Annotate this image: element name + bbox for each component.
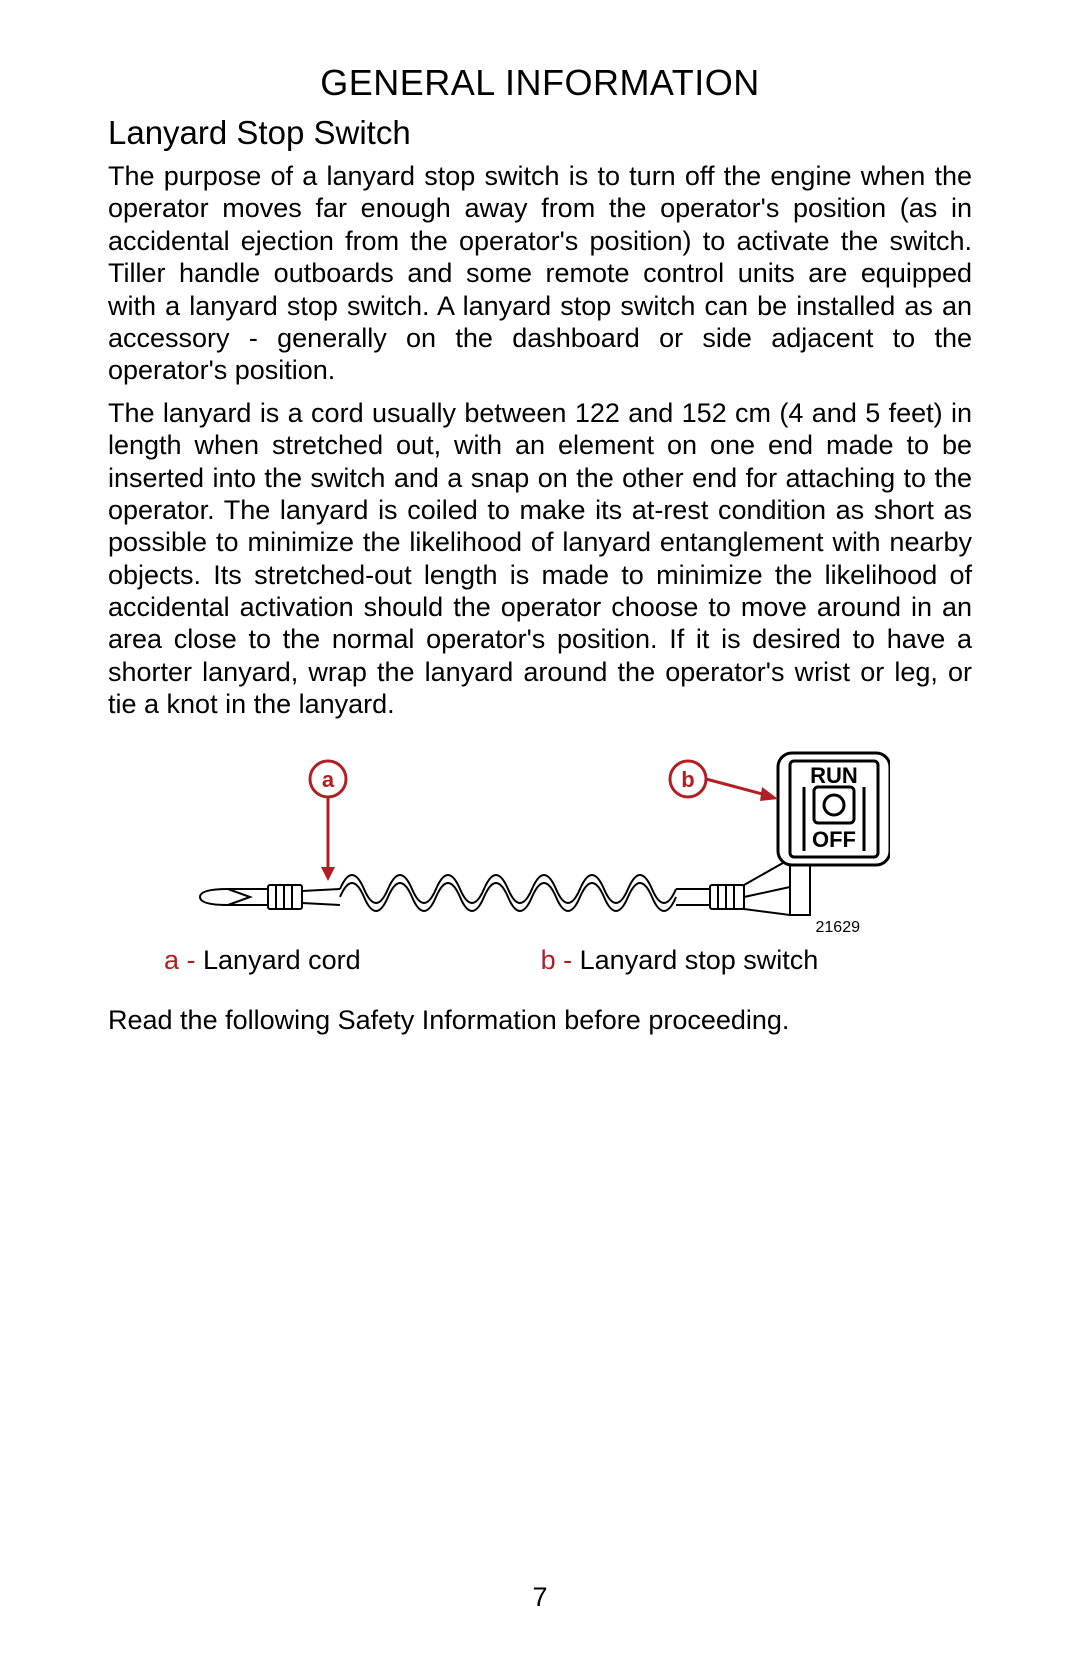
legend-a: a - Lanyard cord <box>164 945 361 976</box>
legend-b: b - Lanyard stop switch <box>541 945 819 976</box>
manual-page: GENERAL INFORMATION Lanyard Stop Switch … <box>0 0 1080 1669</box>
svg-text:a: a <box>322 767 335 792</box>
svg-text:RUN: RUN <box>810 763 858 788</box>
callout-b: b <box>670 761 778 801</box>
figure-id: 21629 <box>816 919 861 937</box>
section-heading: Lanyard Stop Switch <box>108 114 972 152</box>
legend-b-key: b - <box>541 945 573 975</box>
paragraph-1: The purpose of a lanyard stop switch is … <box>108 160 972 387</box>
page-title: GENERAL INFORMATION <box>108 62 972 104</box>
page-number: 7 <box>0 1582 1080 1613</box>
closing-text: Read the following Safety Information be… <box>108 1004 972 1036</box>
lanyard-diagram-svg: RUN OFF a b <box>190 739 890 939</box>
legend-a-key: a - <box>164 945 196 975</box>
legend-b-text: Lanyard stop switch <box>572 945 818 975</box>
svg-text:OFF: OFF <box>812 827 856 852</box>
callout-a: a <box>310 761 346 881</box>
figure-legend: a - Lanyard cord b - Lanyard stop switch <box>164 945 972 976</box>
legend-a-text: Lanyard cord <box>196 945 361 975</box>
svg-text:b: b <box>681 767 694 792</box>
figure-lanyard: RUN OFF a b <box>190 739 890 939</box>
paragraph-2: The lanyard is a cord usually between 12… <box>108 397 972 721</box>
